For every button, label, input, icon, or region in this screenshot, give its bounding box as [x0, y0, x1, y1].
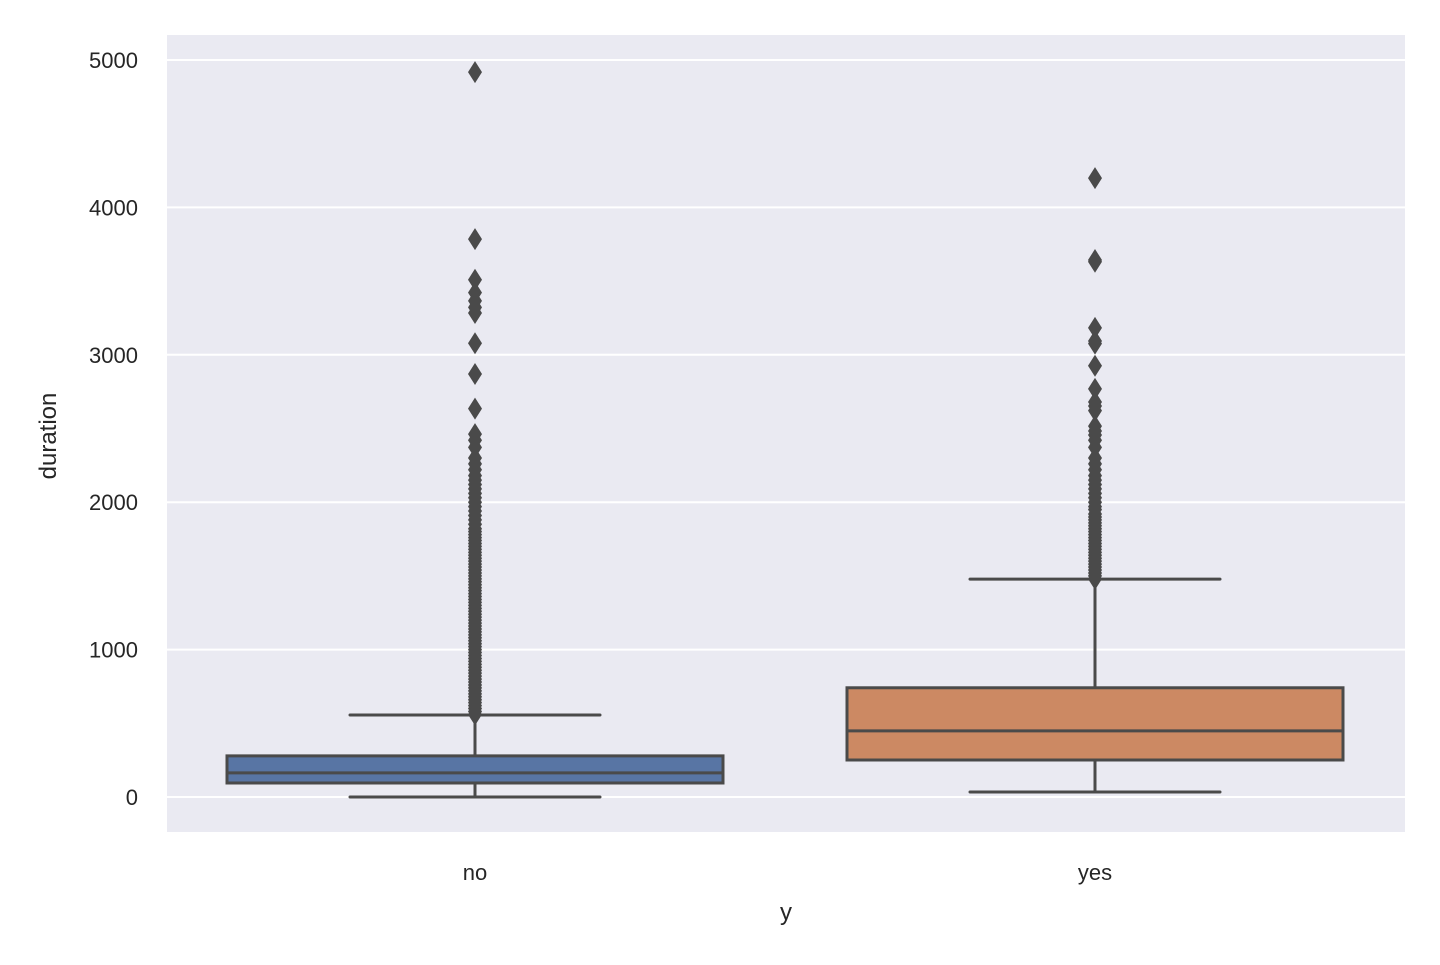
outlier-marker — [468, 228, 482, 251]
outlier-marker — [1088, 567, 1102, 590]
outlier-marker — [468, 397, 482, 420]
y-tick-label: 1000 — [89, 638, 138, 663]
outlier-marker — [468, 268, 482, 291]
outlier-marker — [1088, 316, 1102, 339]
outlier-marker — [468, 61, 482, 84]
y-tick-label: 4000 — [89, 195, 138, 220]
outlier-marker — [468, 703, 482, 726]
outlier-marker — [1088, 332, 1102, 355]
y-tick-label: 0 — [126, 785, 138, 810]
outlier-marker — [1088, 399, 1102, 422]
x-tick-label: no — [463, 860, 487, 885]
outlier-marker — [468, 332, 482, 355]
box-group-no — [225, 61, 725, 799]
y-tick-label: 2000 — [89, 490, 138, 515]
outlier-marker — [1088, 377, 1102, 400]
box-group-yes — [845, 167, 1345, 794]
box — [845, 686, 1345, 762]
x-tick-label: yes — [1078, 860, 1112, 885]
box — [225, 754, 725, 785]
y-tick-label: 5000 — [89, 48, 138, 73]
outlier-marker — [468, 301, 482, 324]
outlier-marker — [468, 362, 482, 385]
y-axis-label: duration — [35, 393, 62, 480]
outlier-marker — [1088, 250, 1102, 273]
outlier-marker — [1088, 167, 1102, 190]
x-axis-label: y — [780, 899, 792, 926]
outlier-marker — [1088, 354, 1102, 377]
y-tick-label: 3000 — [89, 343, 138, 368]
